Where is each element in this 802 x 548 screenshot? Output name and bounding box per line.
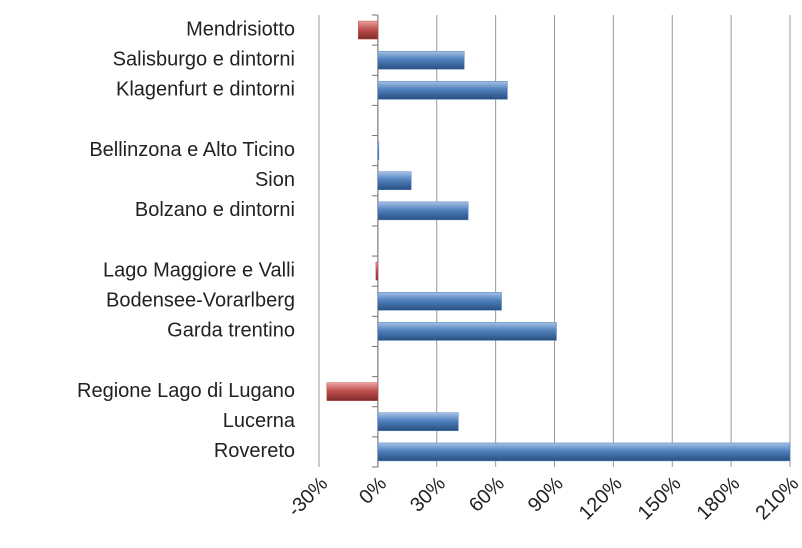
- bar: [377, 141, 380, 160]
- category-label: Regione Lago di Lugano: [77, 380, 295, 402]
- bar: [377, 171, 412, 190]
- x-tick-label: 150%: [634, 473, 686, 525]
- x-tick-label: -30%: [284, 473, 333, 522]
- category-label: Lucerna: [223, 410, 296, 432]
- x-tick-label: 60%: [465, 473, 509, 517]
- x-tick-label: 90%: [524, 473, 568, 517]
- x-tick-label: 210%: [752, 473, 802, 525]
- category-label: Bolzano e dintorni: [135, 199, 295, 221]
- category-label: Sion: [255, 169, 295, 191]
- bar: [375, 261, 379, 281]
- bar: [377, 81, 508, 100]
- x-tick-label: 0%: [355, 473, 391, 509]
- category-label: Mendrisiotto: [186, 18, 295, 40]
- category-label: Bellinzona e Alto Ticino: [89, 139, 295, 161]
- x-tick-label: 30%: [406, 473, 450, 517]
- category-label: Salisburgo e dintorni: [113, 48, 295, 70]
- x-tick-label: 180%: [693, 473, 745, 525]
- bar: [377, 50, 465, 70]
- category-label: Klagenfurt e dintorni: [116, 79, 295, 101]
- category-label: Bodensee-Vorarlberg: [106, 290, 295, 312]
- bar: [377, 201, 469, 221]
- bar: [326, 382, 379, 401]
- bar: [377, 442, 791, 462]
- bar: [377, 292, 502, 311]
- category-label: Garda trentino: [167, 320, 295, 342]
- x-tick-label: 120%: [575, 473, 627, 525]
- bar: [358, 20, 379, 40]
- category-label: Rovereto: [214, 440, 295, 462]
- bar: [377, 412, 459, 432]
- bar: [377, 322, 557, 341]
- category-label: Lago Maggiore e Valli: [103, 259, 295, 281]
